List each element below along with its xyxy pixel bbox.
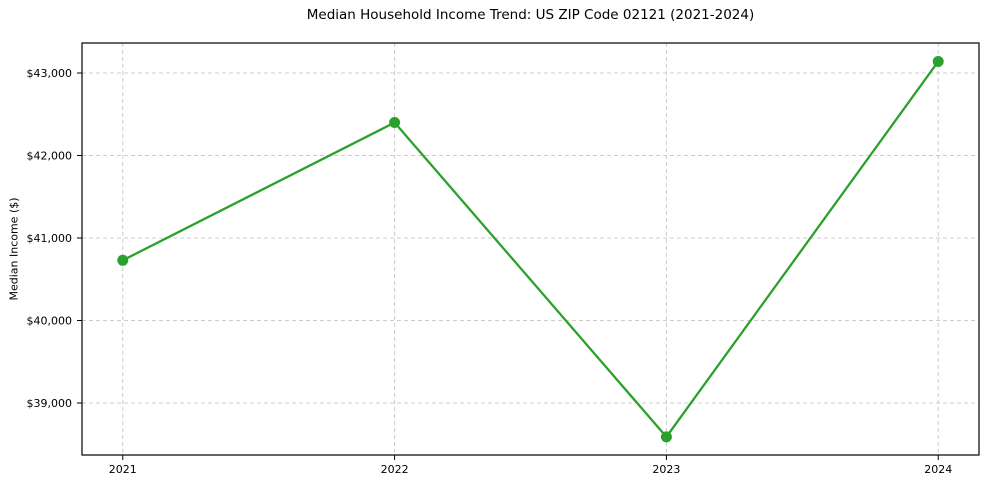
plot-border [81, 42, 980, 456]
x-tick-label: 2021 [109, 463, 137, 476]
chart-title: Median Household Income Trend: US ZIP Co… [306, 7, 755, 23]
y-tick-label: $42,000 [27, 149, 73, 162]
data-point [117, 254, 129, 266]
y-tick-label: $39,000 [27, 397, 73, 410]
x-tick-label: 2024 [924, 463, 952, 476]
x-tick-label: 2023 [652, 463, 680, 476]
data-point [660, 431, 672, 443]
data-point [389, 117, 401, 129]
y-tick-label: $43,000 [27, 67, 73, 80]
data-line [121, 60, 940, 439]
y-tick-label: $41,000 [27, 232, 73, 245]
x-tick-label: 2022 [381, 463, 409, 476]
y-tick-label: $40,000 [27, 314, 73, 327]
data-point [932, 55, 944, 67]
